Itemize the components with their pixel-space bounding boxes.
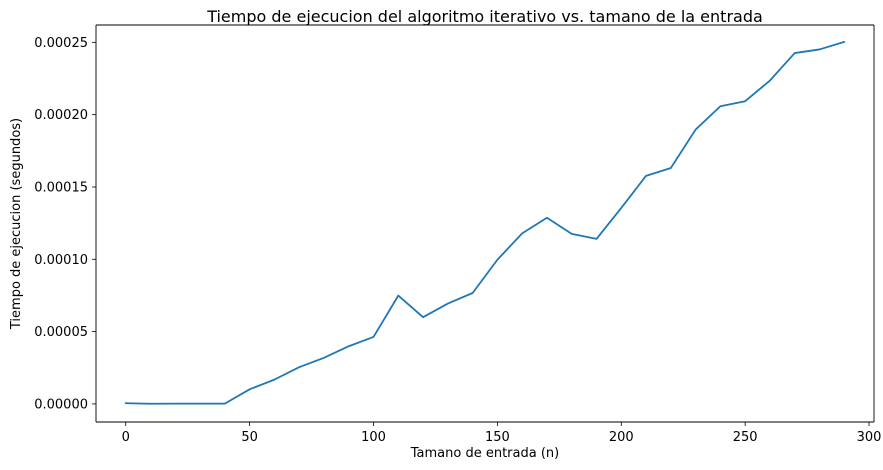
- y-tick-label: 0.00025: [34, 36, 88, 51]
- y-tick-label: 0.00020: [34, 108, 88, 123]
- y-axis-label: Tiempo de ejecucion (segundos): [9, 118, 24, 330]
- x-tick-label: 50: [241, 430, 258, 445]
- x-axis-ticks: 0 50 100 150 200 250 300: [122, 422, 882, 445]
- y-tick-label: 0.00005: [34, 325, 88, 340]
- x-axis-label: Tamano de entrada (n): [410, 446, 559, 461]
- x-tick-label: 250: [733, 430, 758, 445]
- chart-title: Tiempo de ejecucion del algoritmo iterat…: [206, 7, 763, 26]
- x-tick-label: 100: [361, 430, 386, 445]
- y-tick-label: 0.00015: [34, 180, 88, 195]
- y-tick-label: 0.00000: [34, 397, 88, 412]
- series-layer: [124, 41, 846, 405]
- y-tick-label: 0.00010: [34, 253, 88, 268]
- x-tick-label: 300: [857, 430, 882, 445]
- x-tick-label: 150: [485, 430, 510, 445]
- x-tick-label: 200: [609, 430, 634, 445]
- plot-area: [96, 25, 874, 422]
- axes-spines: [95, 24, 875, 423]
- x-tick-label: 0: [122, 430, 130, 445]
- y-axis-ticks: 0.00000 0.00005 0.00010 0.00015 0.00020 0.000…: [34, 36, 96, 412]
- series-line-iterativo: [124, 41, 846, 405]
